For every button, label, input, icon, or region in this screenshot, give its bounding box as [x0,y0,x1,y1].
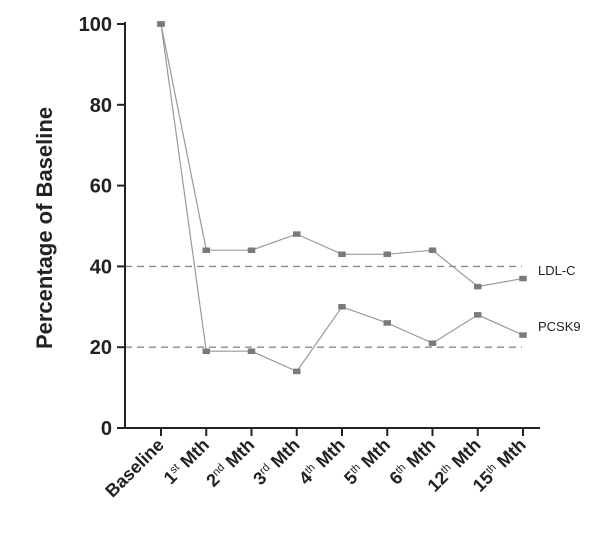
x-tick-label: 4th Mth [295,435,349,489]
series-line-pcsk9 [160,23,524,373]
y-axis-title: Percentage of Baseline [32,107,57,349]
data-point-ldl-c [202,247,210,253]
data-point-ldl-c [338,251,346,258]
data-point-pcsk9 [519,332,527,338]
axes [117,22,540,436]
data-point-pcsk9 [338,304,346,310]
y-tick-label: 60 [90,176,112,198]
data-point-ldl-c [519,275,527,282]
series-label-pcsk9: PCSK9 [538,319,581,334]
y-tick-label: 40 [90,256,112,278]
data-point-ldl-c [428,247,437,253]
series-label-ldl-c: LDL-C [538,263,576,278]
reference-lines [125,265,522,348]
data-point-ldl-c [247,247,256,253]
data-point-pcsk9 [474,312,482,318]
y-tick-label: 20 [90,337,112,359]
x-tick-label: 3rd Mth [249,435,303,489]
data-point-ldl-c [293,231,301,237]
data-point-pcsk9 [428,340,437,346]
x-tick-label: Baseline [101,435,168,502]
data-point-pcsk9 [202,348,210,354]
y-tick-label: 0 [101,418,112,440]
data-point-pcsk9 [383,320,391,326]
data-point-ldl-c [383,251,391,258]
y-tick-label: 100 [79,14,112,36]
series-lines [157,21,527,375]
data-point-pcsk9 [293,368,301,375]
x-tick-label: 2nd Mth [202,435,258,491]
data-point-ldl-c [474,283,482,290]
data-point-pcsk9 [247,348,256,354]
data-point-pcsk9 [157,21,165,27]
y-tick-label: 80 [90,95,112,117]
x-tick-label: 5th Mth [340,435,394,489]
series-line-ldl-c [160,23,524,288]
